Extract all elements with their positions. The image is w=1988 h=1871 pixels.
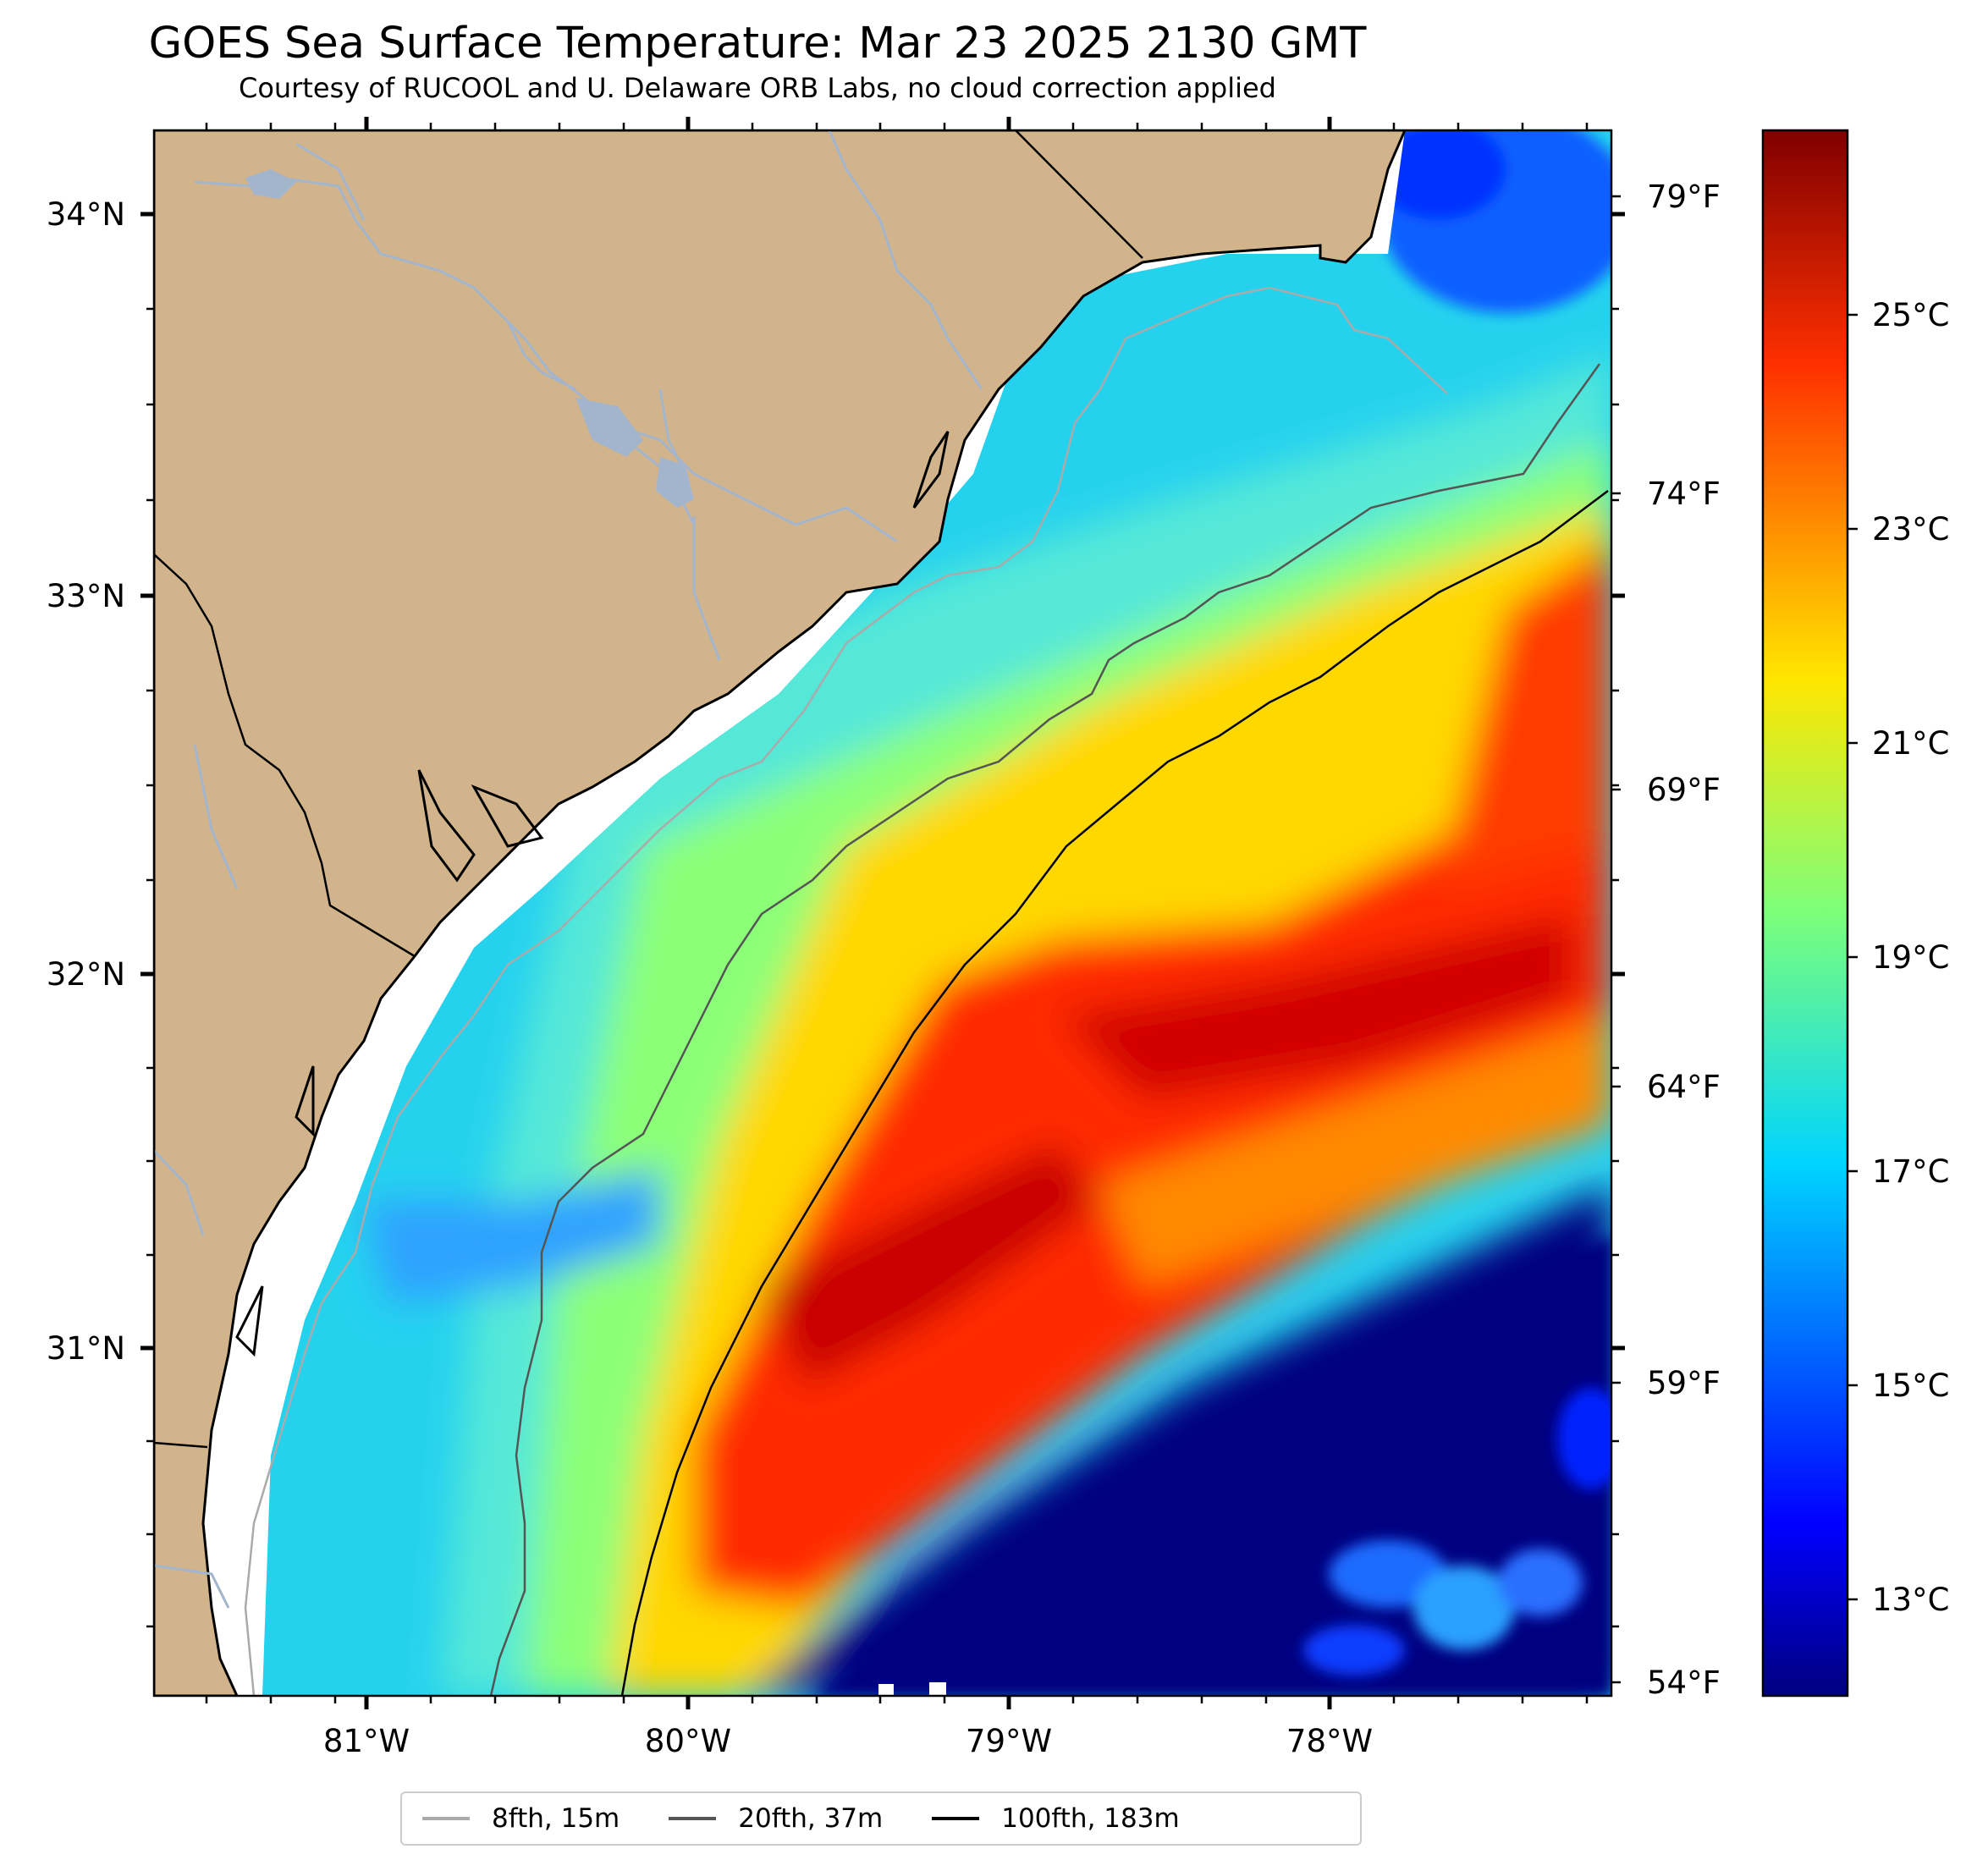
- state-boundary-sc-ga: [154, 553, 416, 958]
- colorbar-label-17: 17°C: [1872, 1153, 1949, 1190]
- rivers: [154, 130, 983, 1609]
- cold-patches: [1303, 1388, 1611, 1676]
- legend-line-100fth: [932, 1817, 980, 1820]
- f-label-54: 54°F: [1647, 1665, 1721, 1701]
- colorbar-label-21: 21°C: [1872, 725, 1949, 762]
- isobath-8fth: [244, 286, 1448, 1696]
- colorbar-label-19: 19°C: [1872, 939, 1949, 976]
- lat-label-32: 32°N: [47, 956, 125, 993]
- legend-label-20fth: 20fth, 37m: [738, 1803, 884, 1834]
- colorbar-ticks: [1848, 313, 1858, 1601]
- legend-label-8fth: 8fth, 15m: [492, 1803, 620, 1834]
- isobath-20fth: [489, 363, 1601, 1696]
- lakes: [245, 169, 694, 508]
- state-boundary-nc-sc: [1015, 130, 1143, 259]
- lon-minor-ticks: [205, 123, 1589, 1703]
- lon-label-78: 78°W: [1286, 1723, 1373, 1759]
- land-mass: [154, 130, 1407, 1696]
- legend-line-20fth: [669, 1817, 717, 1820]
- legend-label-100fth: 100fth, 183m: [1001, 1803, 1180, 1834]
- colorbar-label-25: 25°C: [1872, 297, 1949, 333]
- plot-frame: [152, 129, 1613, 1698]
- f-label-59: 59°F: [1647, 1365, 1721, 1401]
- lat-label-31: 31°N: [47, 1330, 125, 1367]
- chart-title: GOES Sea Surface Temperature: Mar 23 202…: [148, 19, 1367, 69]
- f-label-69: 69°F: [1647, 772, 1721, 808]
- lat-minor-ticks: [146, 195, 1621, 1684]
- legend-item-8fth: 8fth, 15m: [422, 1803, 620, 1834]
- coast-islands: [235, 431, 950, 1357]
- f-label-64: 64°F: [1647, 1069, 1721, 1105]
- lon-label-81: 81°W: [323, 1723, 410, 1759]
- lat-label-34: 34°N: [47, 196, 125, 233]
- state-boundary-ga-fl: [154, 1441, 208, 1449]
- isobath-100fth: [620, 490, 1609, 1696]
- legend-item-100fth: 100fth, 183m: [932, 1803, 1180, 1834]
- chart-subtitle: Courtesy of RUCOOL and U. Delaware ORB L…: [239, 72, 1276, 104]
- northeast-cool-water: [1371, 130, 1611, 313]
- lon-label-79: 79°W: [966, 1723, 1052, 1759]
- colorbar-label-13: 13°C: [1872, 1582, 1949, 1618]
- lon-major-ticks: [364, 117, 1332, 1709]
- colorbar-label-23: 23°C: [1872, 511, 1949, 548]
- nodata-pixel: [929, 1682, 946, 1696]
- f-label-74: 74°F: [1647, 476, 1721, 512]
- legend-line-8fth: [422, 1817, 470, 1820]
- colorbar-label-15: 15°C: [1872, 1367, 1949, 1404]
- nodata-pixel: [878, 1684, 894, 1696]
- lon-label-80: 80°W: [645, 1723, 731, 1759]
- lat-major-ticks: [140, 212, 1625, 1351]
- legend-item-20fth: 20fth, 37m: [669, 1803, 883, 1834]
- isobath-legend: 8fth, 15m 20fth, 37m 100fth, 183m: [400, 1791, 1362, 1846]
- lat-label-33: 33°N: [47, 578, 125, 614]
- colorbar: [1761, 129, 1849, 1698]
- f-label-79: 79°F: [1647, 179, 1721, 215]
